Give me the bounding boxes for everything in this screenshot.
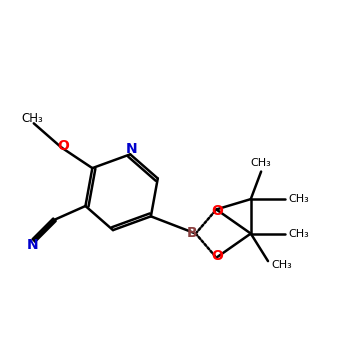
Text: CH₃: CH₃ — [272, 260, 292, 270]
Text: CH₃: CH₃ — [21, 112, 43, 125]
Text: N: N — [27, 238, 38, 252]
Text: CH₃: CH₃ — [289, 194, 309, 204]
Text: B: B — [187, 226, 197, 240]
Text: CH₃: CH₃ — [289, 229, 309, 239]
Text: O: O — [211, 204, 223, 218]
Text: O: O — [57, 139, 69, 153]
Text: O: O — [211, 249, 223, 263]
Text: CH₃: CH₃ — [251, 158, 272, 168]
Text: N: N — [125, 142, 137, 156]
